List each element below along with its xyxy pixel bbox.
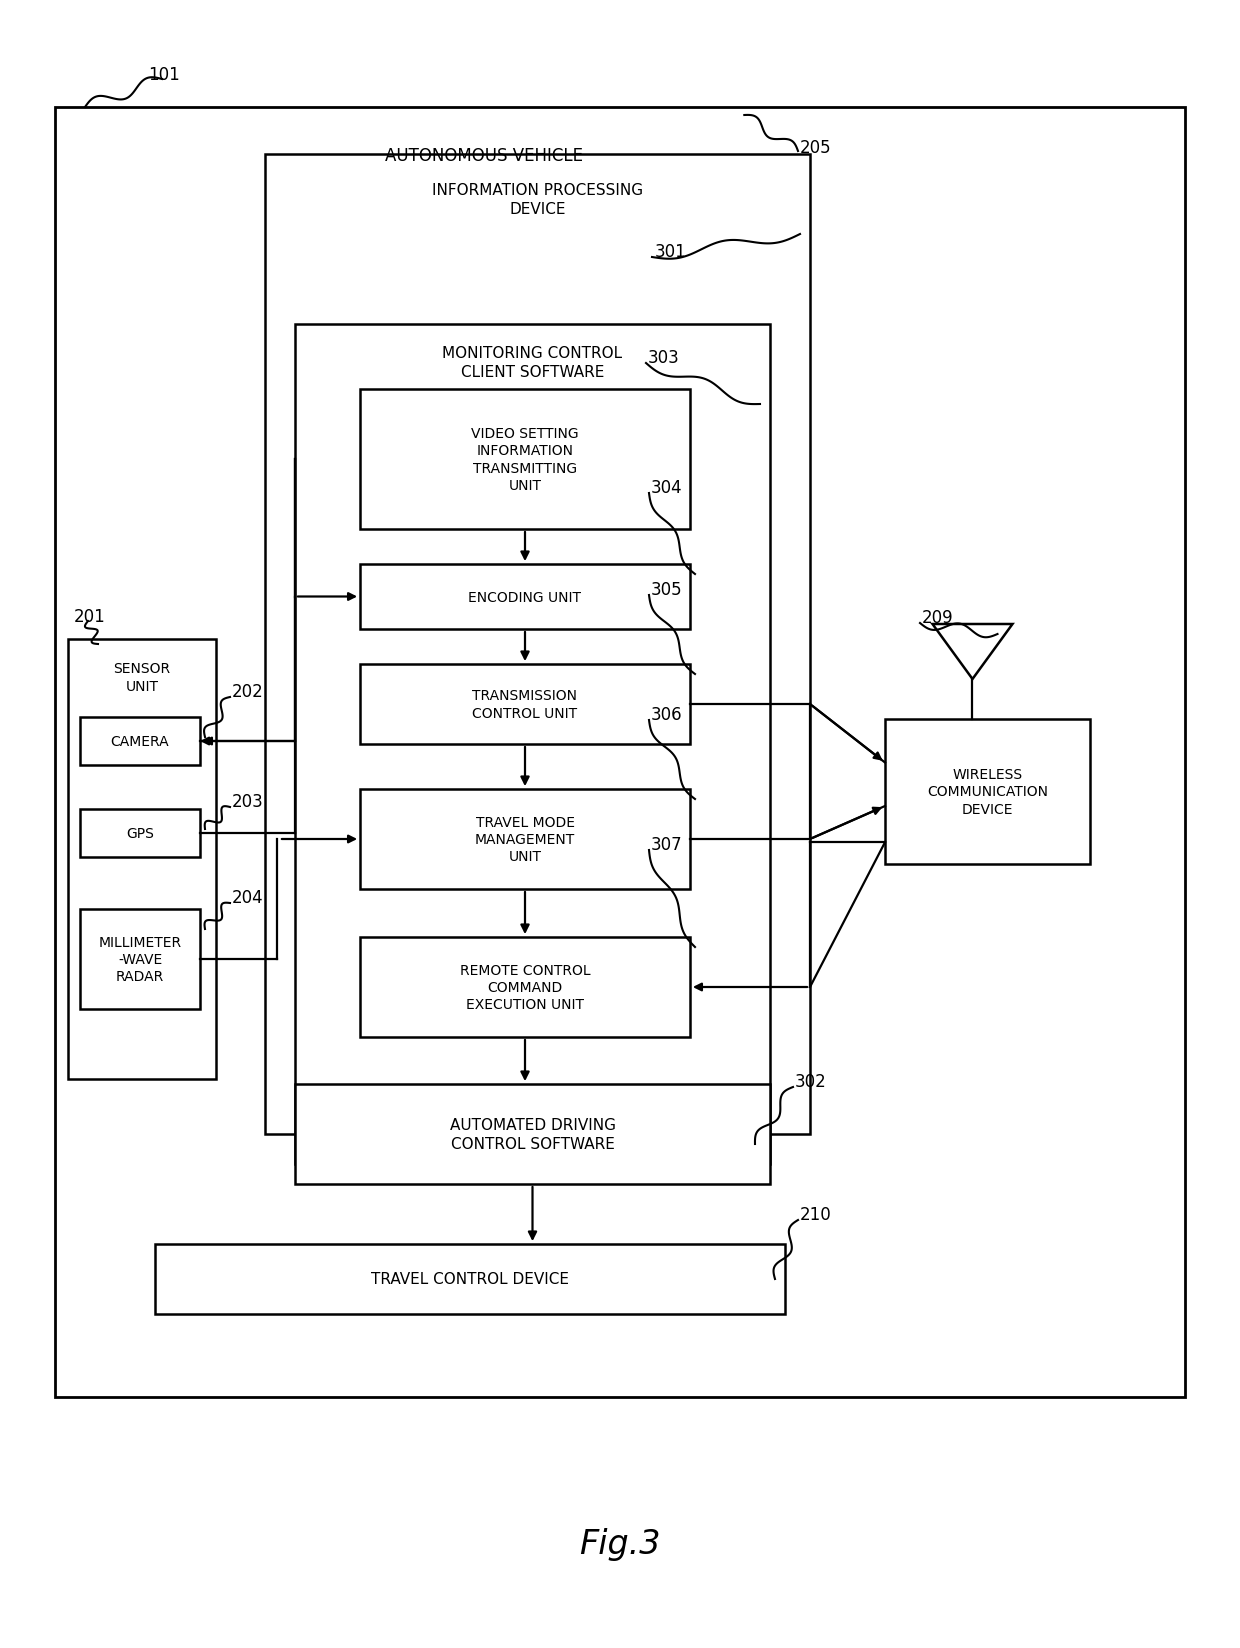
Text: 307: 307 bbox=[651, 836, 683, 854]
Bar bbox=[265, 155, 810, 1134]
Bar bbox=[360, 565, 689, 630]
Bar bbox=[81, 910, 200, 1009]
Text: TRANSMISSION
CONTROL UNIT: TRANSMISSION CONTROL UNIT bbox=[472, 689, 578, 720]
Text: REMOTE CONTROL
COMMAND
EXECUTION UNIT: REMOTE CONTROL COMMAND EXECUTION UNIT bbox=[460, 962, 590, 1012]
Text: WIRELESS
COMMUNICATION
DEVICE: WIRELESS COMMUNICATION DEVICE bbox=[928, 768, 1048, 816]
Text: 101: 101 bbox=[148, 66, 180, 84]
Text: 305: 305 bbox=[651, 580, 683, 598]
Text: 303: 303 bbox=[649, 349, 680, 368]
Bar bbox=[360, 391, 689, 529]
Text: 304: 304 bbox=[651, 478, 683, 496]
Bar bbox=[81, 717, 200, 766]
Text: 205: 205 bbox=[800, 138, 832, 157]
Text: MONITORING CONTROL
CLIENT SOFTWARE: MONITORING CONTROL CLIENT SOFTWARE bbox=[443, 346, 622, 379]
Text: CAMERA: CAMERA bbox=[110, 735, 170, 748]
Bar bbox=[55, 107, 1185, 1398]
Text: VIDEO SETTING
INFORMATION
TRANSMITTING
UNIT: VIDEO SETTING INFORMATION TRANSMITTING U… bbox=[471, 427, 579, 493]
Bar bbox=[295, 1084, 770, 1185]
Text: 203: 203 bbox=[232, 793, 264, 811]
Bar bbox=[68, 639, 216, 1079]
Bar bbox=[155, 1244, 785, 1313]
Bar bbox=[81, 809, 200, 857]
Bar bbox=[360, 664, 689, 745]
Text: 202: 202 bbox=[232, 682, 264, 700]
Text: 210: 210 bbox=[800, 1205, 832, 1223]
Bar bbox=[360, 789, 689, 890]
Text: MILLIMETER
-WAVE
RADAR: MILLIMETER -WAVE RADAR bbox=[98, 934, 181, 984]
Text: AUTONOMOUS VEHICLE: AUTONOMOUS VEHICLE bbox=[386, 147, 583, 165]
Text: AUTOMATED DRIVING
CONTROL SOFTWARE: AUTOMATED DRIVING CONTROL SOFTWARE bbox=[449, 1117, 615, 1150]
Text: INFORMATION PROCESSING
DEVICE: INFORMATION PROCESSING DEVICE bbox=[432, 183, 644, 216]
Text: 302: 302 bbox=[795, 1073, 827, 1091]
Text: TRAVEL CONTROL DEVICE: TRAVEL CONTROL DEVICE bbox=[371, 1272, 569, 1287]
Text: SENSOR
UNIT: SENSOR UNIT bbox=[113, 662, 171, 694]
Text: Fig.3: Fig.3 bbox=[579, 1528, 661, 1561]
Text: TRAVEL MODE
MANAGEMENT
UNIT: TRAVEL MODE MANAGEMENT UNIT bbox=[475, 816, 575, 864]
Text: 204: 204 bbox=[232, 888, 264, 906]
Bar bbox=[295, 325, 770, 1163]
Text: 201: 201 bbox=[74, 608, 105, 626]
Bar bbox=[360, 938, 689, 1037]
Text: 301: 301 bbox=[655, 242, 687, 260]
Text: 209: 209 bbox=[923, 608, 954, 626]
Text: 306: 306 bbox=[651, 705, 683, 723]
Bar bbox=[885, 720, 1090, 865]
Text: ENCODING UNIT: ENCODING UNIT bbox=[469, 590, 582, 605]
Text: GPS: GPS bbox=[126, 827, 154, 840]
